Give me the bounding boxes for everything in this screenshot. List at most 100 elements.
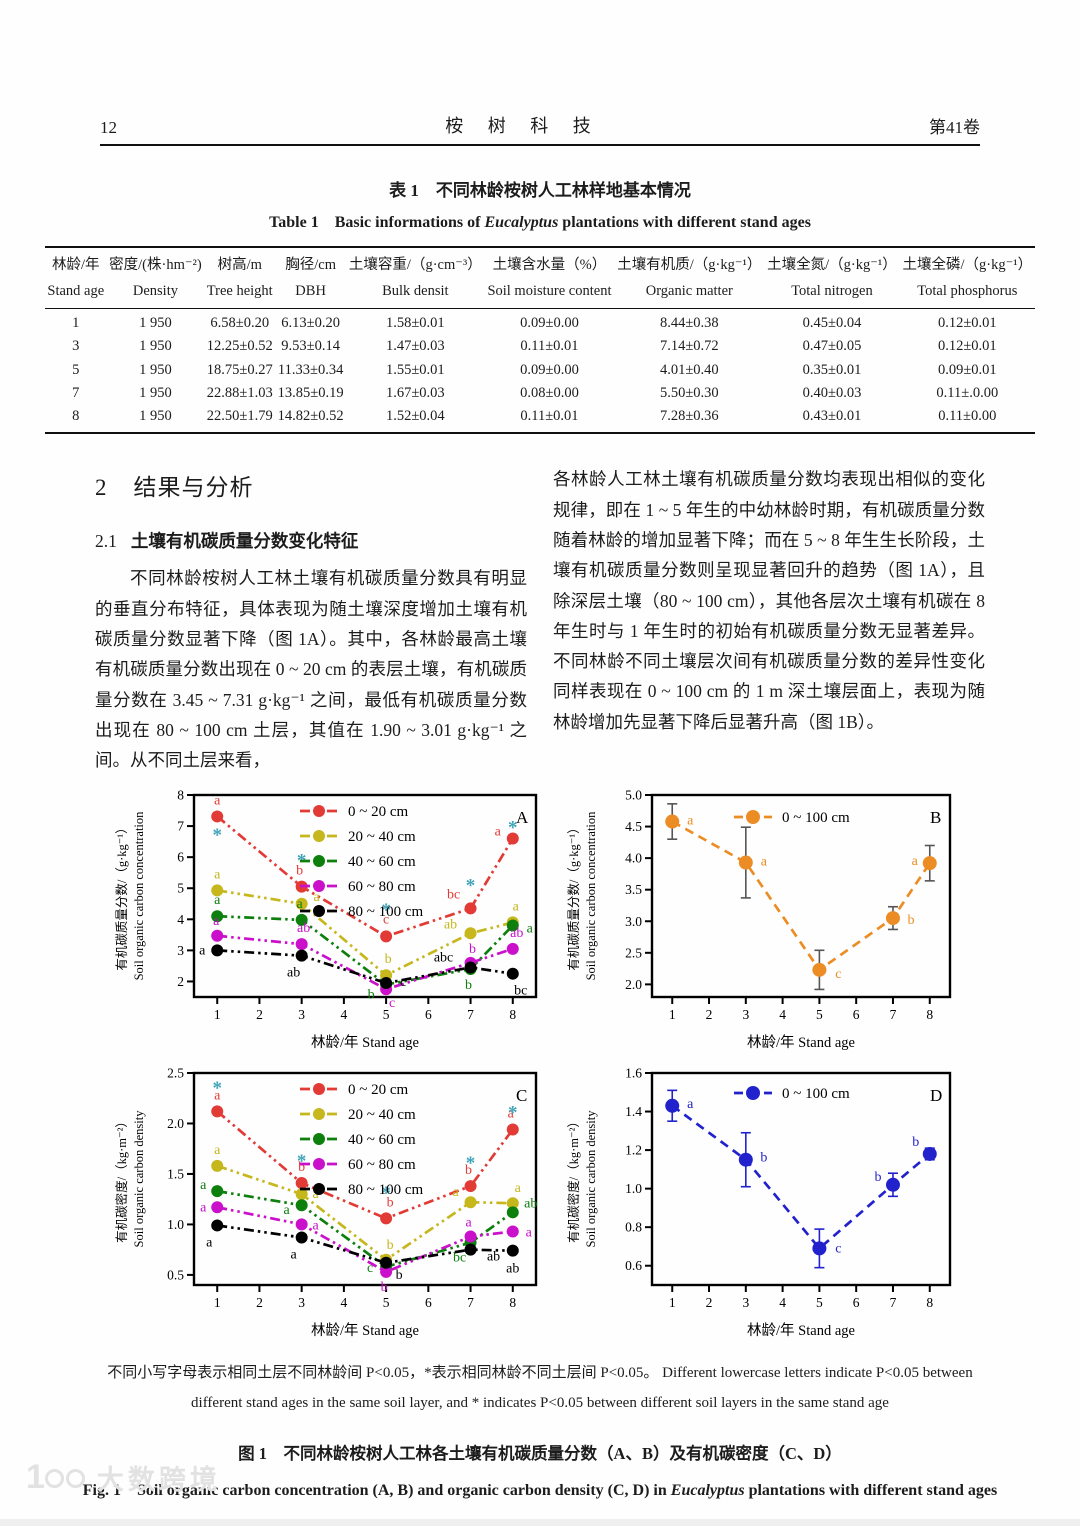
svg-text:有机碳密度/（kg·m⁻²）: 有机碳密度/（kg·m⁻²） xyxy=(114,1115,129,1243)
table-cell: 0.12±0.01 xyxy=(937,338,997,355)
svg-text:4: 4 xyxy=(779,1295,786,1310)
column-header-en: Tree height xyxy=(204,278,276,309)
svg-text:a: a xyxy=(214,893,221,908)
figure-caption-en-italic: Eucalyptus xyxy=(670,1481,745,1499)
svg-text:1: 1 xyxy=(669,1007,676,1022)
page-number: 12 xyxy=(100,118,117,137)
svg-text:7: 7 xyxy=(890,1007,897,1022)
table-cell: 6.58±0.20 xyxy=(210,314,270,331)
svg-text:b: b xyxy=(760,1151,767,1166)
svg-text:20 ~ 40 cm: 20 ~ 40 cm xyxy=(348,829,416,845)
svg-text:bc: bc xyxy=(447,888,460,903)
svg-text:2: 2 xyxy=(256,1007,263,1022)
svg-text:有机碳密度/（kg·m⁻²）: 有机碳密度/（kg·m⁻²） xyxy=(566,1115,581,1243)
svg-text:*: * xyxy=(508,818,518,839)
svg-text:1: 1 xyxy=(214,1007,221,1022)
figure-note-cn: 不同小写字母表示相同土层不同林龄间 P<0.05，*表示相同林龄不同土层间 P<… xyxy=(107,1365,659,1382)
svg-text:Soil organic carbon concentrat: Soil organic carbon concentration xyxy=(132,811,146,981)
column-header-en: DBH xyxy=(275,278,347,309)
table-basic-info: 林龄/年 密度/(株·hm⁻²) 树高/m 胸径/cm 土壤容重/（g·cm⁻³） 土壤含… xyxy=(45,246,1035,435)
column-header-en: Soil moisture content xyxy=(484,278,615,309)
svg-text:a: a xyxy=(527,922,534,937)
svg-text:2: 2 xyxy=(706,1007,713,1022)
header-rule xyxy=(100,144,980,146)
table-cell: 22.88±1.03 xyxy=(206,385,273,402)
volume-label: 第41卷 xyxy=(929,118,980,137)
svg-text:4.0: 4.0 xyxy=(625,851,642,866)
table-cell: 0.11±0.01 xyxy=(520,338,579,355)
column-header-cn: 密度/(株·hm⁻²) xyxy=(109,257,202,273)
svg-text:0 ~ 20 cm: 0 ~ 20 cm xyxy=(348,804,409,820)
table-cell: 0.35±0.01 xyxy=(802,361,862,378)
table-title-cn: 表 1 不同林龄桉树人工林样地基本情况 xyxy=(389,181,691,200)
table-cell: 6.13±0.20 xyxy=(281,314,340,331)
svg-text:1.6: 1.6 xyxy=(625,1066,642,1081)
table-cell: 0.08±0.00 xyxy=(520,385,579,402)
svg-text:8: 8 xyxy=(926,1007,933,1022)
svg-text:ab: ab xyxy=(297,921,310,936)
table-cell: 0.45±0.04 xyxy=(802,314,862,331)
svg-text:8: 8 xyxy=(509,1295,516,1310)
svg-text:a: a xyxy=(526,1226,533,1241)
svg-text:5: 5 xyxy=(816,1007,823,1022)
table-title-en-post: plantations with different stand ages xyxy=(558,214,811,231)
svg-text:b: b xyxy=(296,864,303,879)
svg-text:C: C xyxy=(516,1086,527,1105)
svg-text:7: 7 xyxy=(467,1295,474,1310)
svg-text:2: 2 xyxy=(706,1295,713,1310)
svg-text:Soil organic carbon density: Soil organic carbon density xyxy=(132,1110,146,1248)
column-header-cn: 土壤全氮/（g·kg⁻¹） xyxy=(767,257,897,273)
table-title-en-pre: Table 1 Basic informations of xyxy=(269,214,485,231)
svg-text:7: 7 xyxy=(467,1007,474,1022)
table-cell: 14.82±0.52 xyxy=(277,408,344,425)
column-header-cn: 胸径/cm xyxy=(285,257,336,273)
column-header-en: Density xyxy=(106,278,205,309)
table-cell: 4.01±0.40 xyxy=(659,361,719,378)
right-column: 各林龄人工林土壤有机碳质量分数均表现出相似的变化规律，即在 1 ~ 5 年生的中… xyxy=(553,464,985,775)
chart-B-cell: 2.0 2.5 3.0 3.5 4.0 4.5 5.0 1 2 3 4 5 6 7 8 林龄/年 Stand … xyxy=(562,785,982,1055)
left-column: 2 结果与分析 2.1 土壤有机碳质量分数变化特征 不同林龄桉树人工林土壤有机碳质量… xyxy=(95,464,527,775)
svg-text:a: a xyxy=(314,890,321,905)
svg-text:1.5: 1.5 xyxy=(167,1167,184,1182)
table-cell: 5.50±0.30 xyxy=(659,385,719,402)
section-title: 结果与分析 xyxy=(133,475,254,501)
table-cell: 18.75±0.27 xyxy=(206,361,273,378)
column-header-en: Total nitrogen xyxy=(764,278,900,309)
table-cell: 0.43±0.01 xyxy=(802,408,862,425)
svg-text:b: b xyxy=(874,1170,881,1185)
table-cell: 8 xyxy=(72,408,80,425)
svg-text:*: * xyxy=(297,1151,307,1172)
table-cell: 1 950 xyxy=(139,314,172,331)
svg-text:3: 3 xyxy=(298,1295,305,1310)
svg-text:*: * xyxy=(466,1153,476,1174)
svg-text:a: a xyxy=(200,1201,207,1216)
svg-text:B: B xyxy=(930,808,941,827)
svg-text:4: 4 xyxy=(177,912,184,927)
table-row: 7 1 950 22.88±1.03 13.85±0.19 1.67±0.03 0.08±… xyxy=(45,382,1035,405)
svg-text:*: * xyxy=(212,825,222,846)
svg-text:bc: bc xyxy=(453,1251,466,1266)
svg-text:a: a xyxy=(761,855,768,870)
svg-text:6: 6 xyxy=(853,1295,860,1310)
watermark-logo-icon: 1 xyxy=(26,1458,87,1497)
svg-text:*: * xyxy=(466,876,476,897)
svg-text:80 ~ 100 cm: 80 ~ 100 cm xyxy=(348,1182,424,1198)
svg-text:b: b xyxy=(368,988,375,1003)
svg-text:8: 8 xyxy=(177,788,184,803)
svg-text:a: a xyxy=(313,1187,320,1202)
table-cell: 1 950 xyxy=(139,385,172,402)
table-cell: 12.25±0.52 xyxy=(206,338,273,355)
column-header-cn: 林龄/年 xyxy=(52,257,100,273)
table-cell: 1 xyxy=(72,314,80,331)
subsection-title: 土壤有机碳质量分数变化特征 xyxy=(130,531,359,552)
table-cell: 1.47±0.03 xyxy=(385,338,445,355)
svg-text:abc: abc xyxy=(434,951,453,966)
column-header-en: Total phosphorus xyxy=(899,278,1035,309)
svg-text:b: b xyxy=(465,978,472,993)
chart-B-soil-organic-carbon-concentration-0-100cm: 2.0 2.5 3.0 3.5 4.0 4.5 5.0 1 2 3 4 5 6 7 8 林龄/年 Stand … xyxy=(566,788,952,1051)
svg-text:*: * xyxy=(381,1183,391,1204)
journal-title: 桉 树 科 技 xyxy=(445,116,601,136)
subsection-heading: 2.1 土壤有机碳质量分数变化特征 xyxy=(95,528,527,553)
svg-text:1.4: 1.4 xyxy=(625,1104,642,1119)
svg-text:ab: ab xyxy=(506,1262,519,1277)
